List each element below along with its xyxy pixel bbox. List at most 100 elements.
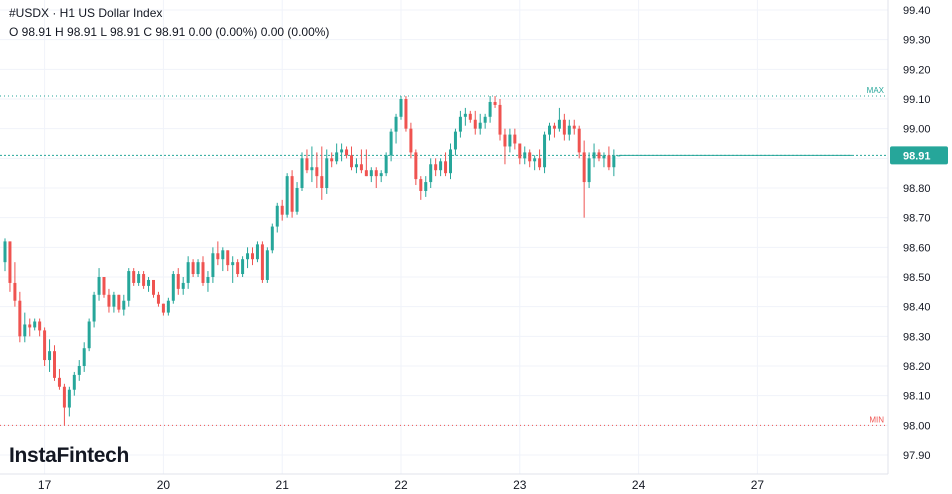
candle xyxy=(429,158,433,188)
candle-body xyxy=(389,131,393,156)
time-tick-label: 20 xyxy=(157,478,171,492)
candle-body xyxy=(404,99,408,129)
candle-body xyxy=(340,149,344,153)
candle-body xyxy=(57,377,61,387)
candle xyxy=(523,146,527,165)
candle-body xyxy=(246,253,250,260)
candle xyxy=(8,241,12,292)
candle xyxy=(473,110,477,135)
candle xyxy=(330,152,334,168)
candle xyxy=(404,96,408,132)
candle-body xyxy=(265,250,269,280)
candle-body xyxy=(186,262,190,283)
candle xyxy=(340,143,344,162)
price-tick-label: 98.80 xyxy=(903,183,931,195)
candle xyxy=(468,110,472,123)
candle xyxy=(508,128,512,153)
candle-body xyxy=(478,122,482,129)
candle-body xyxy=(449,149,452,174)
candle-body xyxy=(543,134,547,168)
candle-body xyxy=(270,226,274,251)
price-tick-label: 99.40 xyxy=(903,5,931,17)
candle-body xyxy=(156,294,160,304)
candle xyxy=(305,149,309,174)
candle xyxy=(503,128,507,165)
candle-body xyxy=(122,300,126,310)
candle xyxy=(280,199,284,221)
candle xyxy=(384,152,388,177)
price-tick-label: 98.70 xyxy=(903,213,931,225)
candle-body xyxy=(439,161,443,171)
candle xyxy=(453,128,457,156)
candle-body xyxy=(221,250,225,260)
candle-body xyxy=(8,241,12,283)
candle-body xyxy=(231,262,235,266)
candle-body xyxy=(152,279,155,295)
candle-body xyxy=(102,277,106,295)
symbol-title: #USDX · H1 US Dollar Index xyxy=(9,6,163,20)
candle-body xyxy=(142,274,146,286)
time-axis[interactable]: 17 20 21 22 23 24 27 xyxy=(38,478,764,492)
price-tick-label: 98.40 xyxy=(903,302,931,314)
candle xyxy=(196,259,200,277)
candle-body xyxy=(602,155,606,159)
candle-body xyxy=(97,277,101,295)
candle-body xyxy=(206,277,210,283)
candle-body xyxy=(201,262,205,283)
candle-body xyxy=(587,158,591,183)
candle-body xyxy=(513,134,517,144)
price-tick-label: 98.20 xyxy=(903,361,931,373)
candle xyxy=(310,146,314,183)
price-axis[interactable]: 99.4099.3099.2099.1099.0098.9098.8098.70… xyxy=(903,5,931,462)
candle xyxy=(543,131,547,174)
candle xyxy=(251,247,254,266)
candle xyxy=(236,259,240,277)
min-label: MIN xyxy=(869,415,884,424)
candle xyxy=(166,297,170,316)
price-tick-label: 98.10 xyxy=(903,391,931,403)
candle xyxy=(255,241,259,263)
candle xyxy=(434,158,438,177)
candle xyxy=(23,312,27,343)
candle-body xyxy=(498,104,502,135)
price-tick-label: 99.20 xyxy=(903,64,931,76)
candle-body xyxy=(577,128,581,153)
candle xyxy=(181,277,185,295)
candle-body xyxy=(424,182,428,191)
candle-body xyxy=(171,274,175,301)
candle-body xyxy=(444,161,448,174)
current-price-badge: 98.91 xyxy=(890,146,948,165)
price-tick-label: 98.50 xyxy=(903,272,931,284)
candle xyxy=(320,146,324,200)
candle-body xyxy=(592,152,596,159)
candle xyxy=(335,143,339,165)
candle xyxy=(206,271,210,292)
candle xyxy=(152,279,155,298)
candle-body xyxy=(364,170,368,177)
candle-body xyxy=(503,134,507,147)
candle xyxy=(369,167,373,183)
time-tick-label: 27 xyxy=(751,478,765,492)
candle xyxy=(221,247,225,272)
reference-lines: MAX MIN xyxy=(0,86,888,426)
candle xyxy=(538,149,542,171)
candle-body xyxy=(612,155,616,168)
current-price-badge-bg xyxy=(890,146,948,165)
candle xyxy=(122,294,126,316)
candle xyxy=(97,268,101,301)
candle-body xyxy=(275,205,279,227)
candle xyxy=(3,238,7,272)
time-tick-label: 23 xyxy=(513,478,527,492)
max-label: MAX xyxy=(867,86,885,95)
candle xyxy=(186,256,190,289)
candle xyxy=(92,291,96,328)
candle xyxy=(28,318,32,337)
candle-body xyxy=(429,164,433,183)
candle xyxy=(156,291,160,307)
candle xyxy=(518,143,522,165)
candle xyxy=(439,158,443,177)
candle-body xyxy=(354,164,358,168)
candle xyxy=(246,247,250,269)
candle xyxy=(161,303,165,316)
